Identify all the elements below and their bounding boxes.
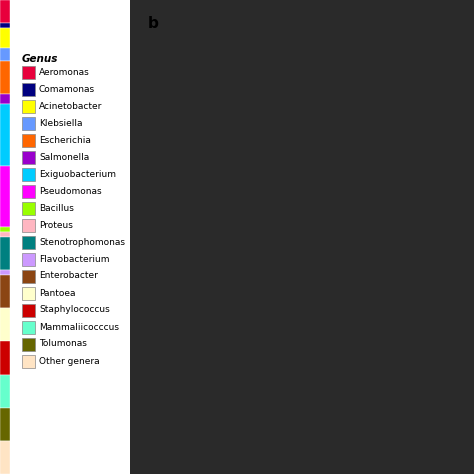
Bar [22,65,35,79]
Text: Pseudomonas: Pseudomonas [39,186,101,195]
Bar [22,219,35,231]
Bar [0,104,10,165]
Bar [0,48,10,61]
Bar [0,441,10,474]
Text: Enterobacter: Enterobacter [39,272,98,281]
Text: Staphylococcus: Staphylococcus [39,306,110,315]
Bar [0,309,10,341]
Text: Pantoea: Pantoea [39,289,75,298]
Bar [22,337,35,350]
Bar [22,236,35,248]
Bar [0,275,10,309]
Text: Stenotrophomonas: Stenotrophomonas [39,237,125,246]
Bar [0,165,10,227]
Bar [0,61,10,94]
Bar [22,117,35,129]
Text: Genus: Genus [22,54,58,64]
Bar [22,151,35,164]
Bar [22,134,35,146]
Text: Proteus: Proteus [39,220,73,229]
Bar [22,167,35,181]
Bar [0,408,10,441]
Text: Aeromonas: Aeromonas [39,67,90,76]
Bar [130,0,474,474]
Bar [0,341,10,374]
Bar [0,28,10,48]
Bar [22,303,35,317]
Text: Acinetobacter: Acinetobacter [39,101,102,110]
Text: Other genera: Other genera [39,356,100,365]
Text: Exiguobacterium: Exiguobacterium [39,170,116,179]
Bar [15,44,130,374]
Bar [22,253,35,265]
Bar [0,270,10,275]
Bar [22,320,35,334]
Bar [22,355,35,367]
Bar [22,270,35,283]
Bar [22,100,35,112]
Bar [0,0,10,23]
Bar [0,237,10,270]
Bar [22,286,35,300]
Text: Tolumonas: Tolumonas [39,339,87,348]
Text: Flavobacterium: Flavobacterium [39,255,109,264]
Text: Comamonas: Comamonas [39,84,95,93]
Bar [0,232,10,237]
Bar [0,227,10,232]
Bar [0,374,10,408]
Bar [0,23,10,28]
Text: b: b [148,16,159,31]
Bar [22,82,35,95]
Text: Escherichia: Escherichia [39,136,91,145]
Bar [22,201,35,215]
Text: Klebsiella: Klebsiella [39,118,82,128]
Bar [22,184,35,198]
Bar [0,94,10,104]
Text: Mammaliicocccus: Mammaliicocccus [39,322,119,331]
Text: Bacillus: Bacillus [39,203,74,212]
Text: Salmonella: Salmonella [39,153,89,162]
